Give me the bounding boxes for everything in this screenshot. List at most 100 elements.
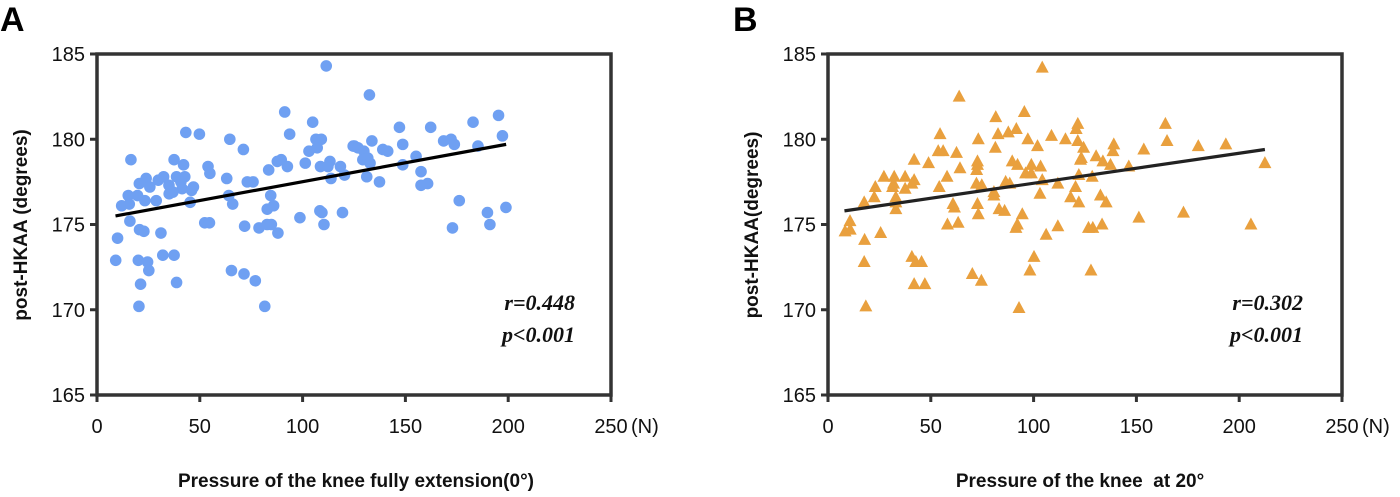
y-tick-label: 175 [783,215,816,237]
data-point [974,273,988,286]
data-point [905,176,919,189]
data-point [867,190,881,203]
data-point [1137,142,1151,155]
x-tick-label: 50 [920,416,942,438]
data-point [1258,156,1272,169]
data-point [141,256,154,268]
data-point [238,268,250,280]
data-point [1035,60,1049,73]
data-point [131,189,144,202]
x-tick-label: 250 [594,416,627,438]
data-point [1096,154,1110,167]
data-point [1012,301,1026,314]
panel-label-b: B [733,1,758,39]
chart-b: B post-HKAA(degrees) Pressure of the kne… [733,1,1390,492]
data-point [168,249,180,261]
data-point [951,215,965,228]
data-point [1033,186,1047,199]
data-point [262,164,275,176]
x-axis-title-b: Pressure of the knee at 20° [956,471,1204,492]
y-tick-label: 175 [52,215,85,237]
data-point [987,188,1001,201]
data-point [264,189,277,202]
data-point [156,249,169,261]
data-point [898,181,912,194]
data-point [989,110,1003,123]
data-point [193,128,206,140]
data-point [1069,179,1083,192]
data-point [281,160,294,173]
data-point [299,157,312,169]
data-point [1011,157,1025,170]
data-point [933,127,947,140]
data-point [122,189,135,202]
data-point [1191,139,1205,152]
y-tick-label: 165 [783,385,816,407]
annotation-p-b: p<0.001 [1228,322,1303,347]
data-point [1051,219,1065,232]
annotation-p-a: p<0.001 [500,322,575,347]
data-point [1001,125,1015,138]
y-tick-label: 185 [783,44,816,66]
data-point [947,200,961,213]
x-tick-label: 50 [189,416,211,438]
data-point [224,133,236,146]
data-point [415,165,427,178]
data-point [1071,133,1085,146]
data-point [1089,149,1103,162]
data-point [177,159,190,171]
x-axis-title-a: Pressure of the knee fully extension(0°) [178,471,534,492]
data-point [247,176,259,188]
data-point [446,222,459,234]
data-point [988,140,1002,153]
data-point [381,145,394,157]
data-point [249,274,262,287]
data-point [484,218,496,231]
annotation-r-a: r=0.448 [504,290,575,315]
data-point [238,220,251,233]
data-point [843,214,857,227]
data-point [366,135,378,147]
annotation-r-b: r=0.302 [1232,290,1303,315]
data-point [970,157,984,170]
data-point [1010,217,1024,230]
data-point [907,277,921,290]
data-point [220,172,233,185]
data-point [109,254,122,267]
data-point [857,195,871,208]
data-point [1021,132,1035,145]
data-point [1039,227,1053,240]
data-point [180,126,192,139]
x-tick-label: 200 [492,416,525,438]
data-point [303,145,315,157]
data-point [1106,144,1120,157]
data-point [133,300,145,313]
data-point [940,169,954,182]
data-point [306,116,319,128]
data-point [363,89,376,101]
data-point [857,255,871,268]
data-point [887,169,901,182]
data-point [859,299,873,312]
data-point [1023,263,1037,276]
data-point [874,226,888,239]
data-point [170,276,183,289]
y-tick-label: 185 [52,44,85,66]
data-point [168,153,180,166]
y-tick-label: 180 [783,129,816,151]
data-point [889,202,903,215]
data-point [267,199,280,212]
x-tick-label: 0 [822,416,833,438]
data-point [971,207,985,220]
data-point [124,215,136,227]
data-point [364,157,376,169]
data-point [185,184,198,197]
data-point [970,197,984,210]
data-point [858,232,872,245]
data-point [907,152,921,165]
data-point [421,177,434,190]
data-point [115,199,128,212]
x-unit-b: (N) [1362,416,1390,438]
data-point [318,218,330,231]
data-point [1058,132,1072,145]
